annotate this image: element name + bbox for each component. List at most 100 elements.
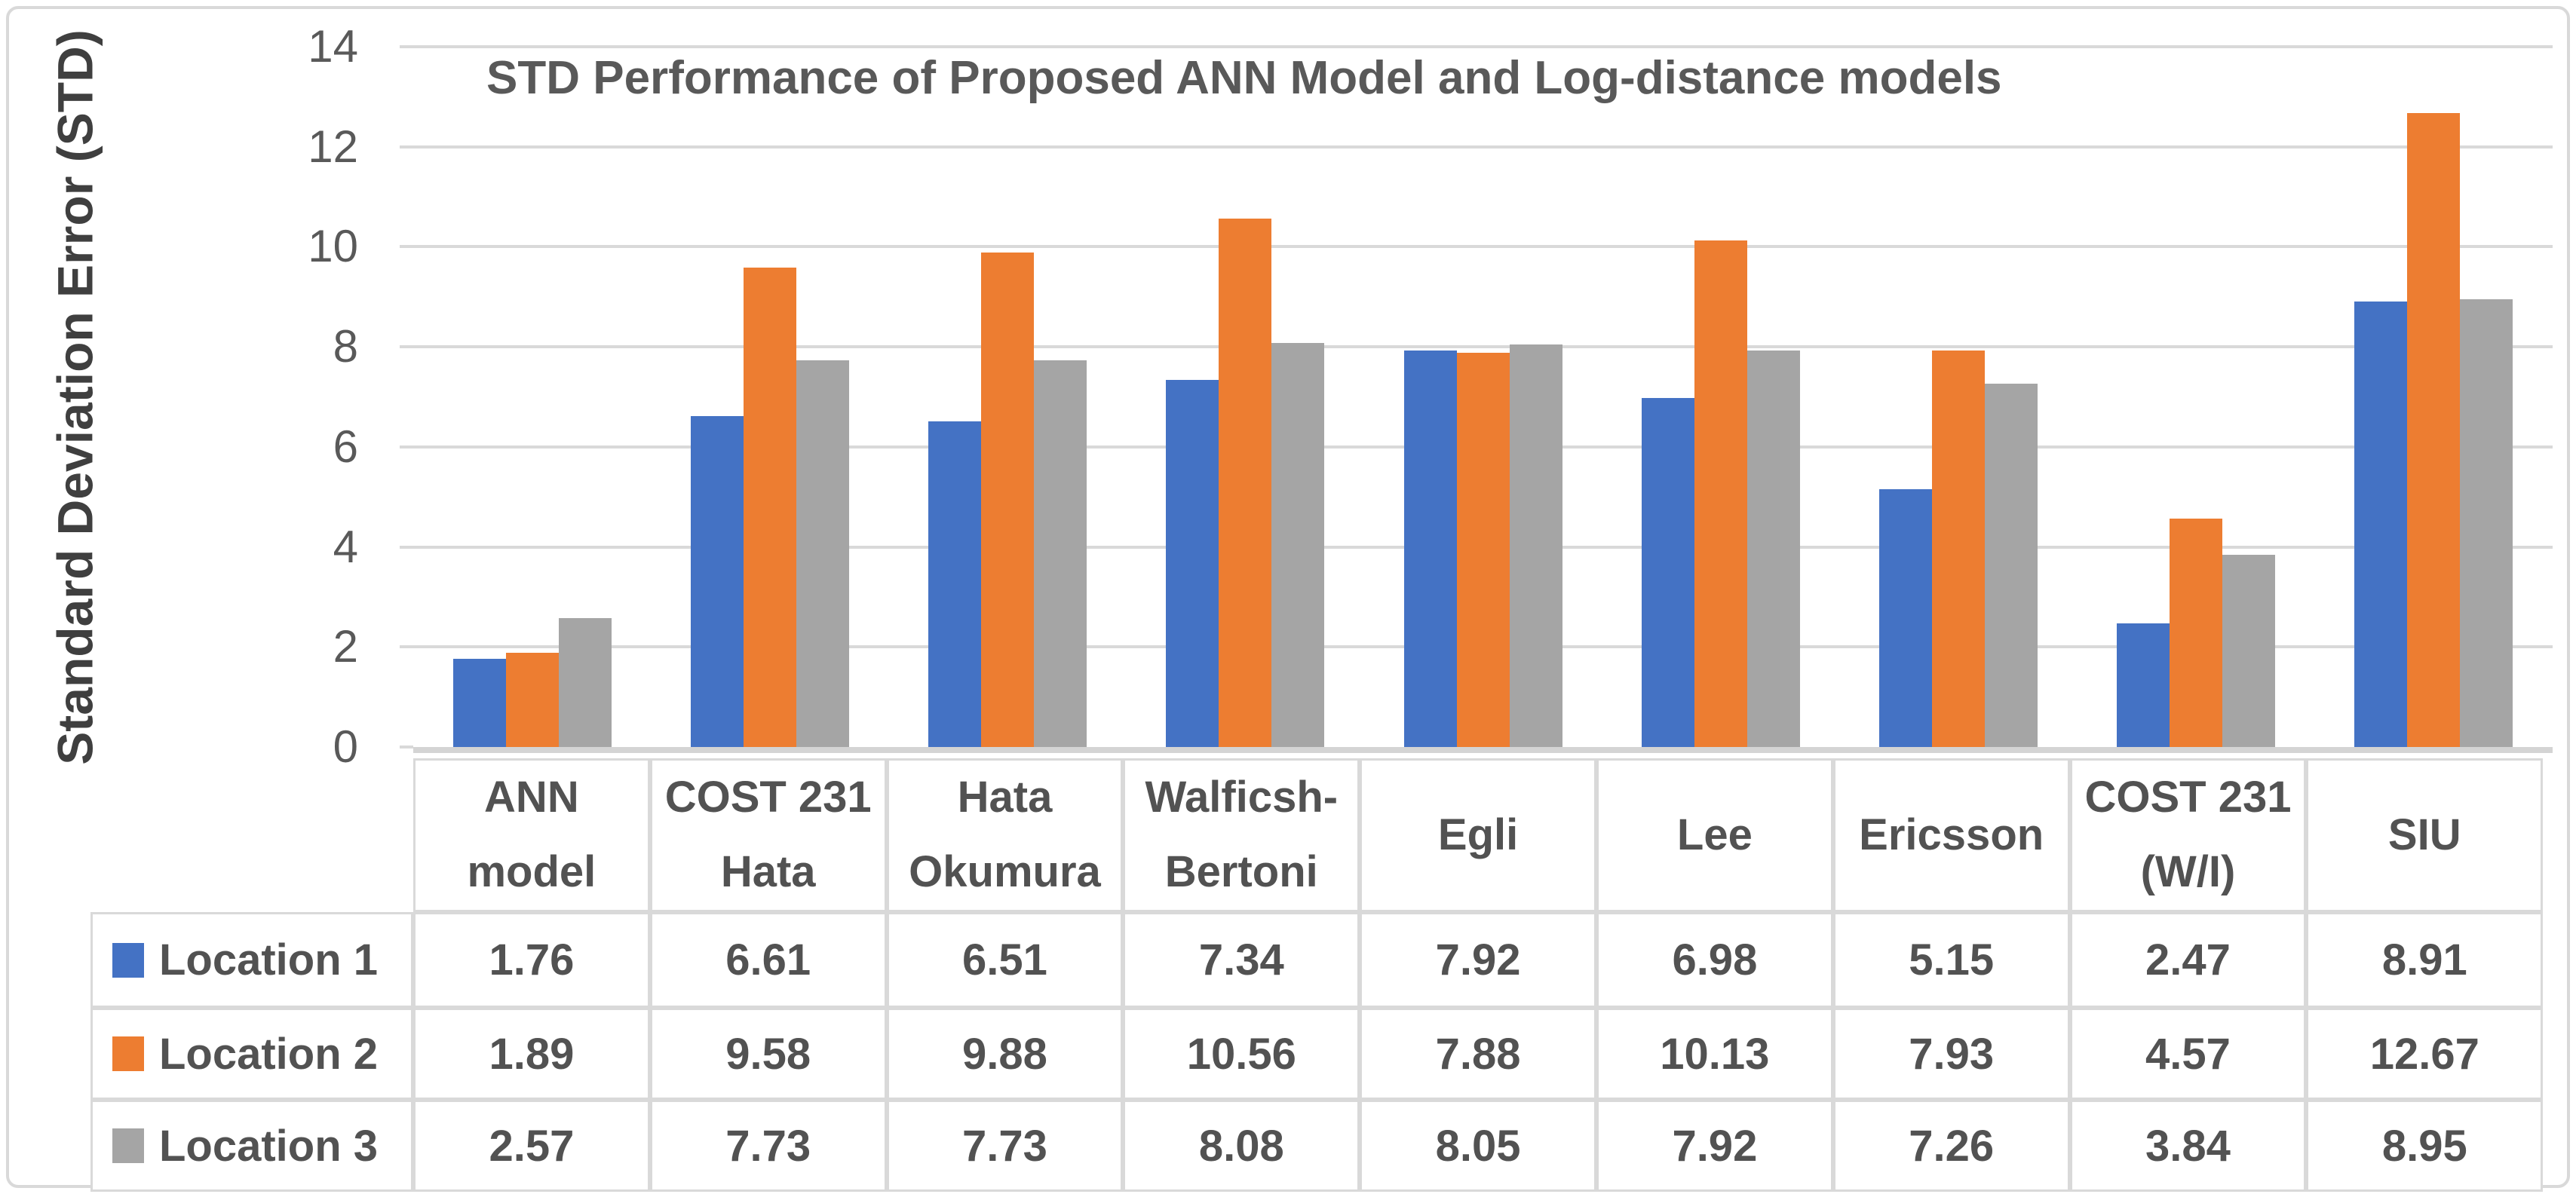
value-cell-location-3-egli: 8.05 bbox=[1360, 1100, 1596, 1192]
bar-location-2-lee bbox=[1694, 240, 1747, 747]
value-cell-location-1-hata-okumura: 6.51 bbox=[886, 912, 1124, 1008]
y-tick-mark-12 bbox=[400, 145, 413, 148]
bar-location-1-hata-okumura bbox=[928, 421, 982, 747]
y-tick-mark-14 bbox=[400, 45, 413, 48]
value-cell-location-2-walficsh-bertoni: 10.56 bbox=[1123, 1008, 1360, 1100]
chart-title: STD Performance of Proposed ANN Model an… bbox=[486, 52, 2002, 104]
bar-location-1-cost-231-hata bbox=[690, 416, 744, 747]
value-cell-location-1-ericsson: 5.15 bbox=[1832, 912, 2070, 1008]
bar-location-1-lee bbox=[1641, 397, 1694, 747]
bar-location-1-cost-231-w-i bbox=[2117, 623, 2170, 747]
bar-location-3-ericsson bbox=[1984, 384, 2038, 747]
value-cell-location-2-ericsson: 7.93 bbox=[1832, 1008, 2070, 1100]
category-header-walficsh-bertoni: Walficsh- Bertoni bbox=[1123, 758, 1360, 912]
value-cell-location-3-siu: 8.95 bbox=[2306, 1100, 2544, 1192]
bar-location-2-siu bbox=[2407, 113, 2461, 747]
value-cell-location-2-cost-231-hata: 9.58 bbox=[649, 1008, 887, 1100]
bar-location-1-ericsson bbox=[1878, 489, 1932, 747]
value-cell-location-1-cost-231-w-i: 2.47 bbox=[2069, 912, 2307, 1008]
gridline-y8 bbox=[413, 345, 2553, 349]
value-cell-location-1-cost-231-hata: 6.61 bbox=[649, 912, 887, 1008]
value-cell-location-2-hata-okumura: 9.88 bbox=[886, 1008, 1124, 1100]
bar-location-1-ann-model bbox=[452, 659, 506, 747]
value-cell-location-3-ericsson: 7.26 bbox=[1832, 1100, 2070, 1192]
value-cell-location-3-cost-231-hata: 7.73 bbox=[649, 1100, 887, 1192]
bar-location-2-ericsson bbox=[1931, 350, 1985, 747]
y-tick-label-0: 0 bbox=[333, 721, 358, 772]
gridline-y12 bbox=[413, 145, 2553, 148]
category-header-cost-231-w-i: COST 231 (W/I) bbox=[2069, 758, 2307, 912]
value-cell-location-1-walficsh-bertoni: 7.34 bbox=[1123, 912, 1360, 1008]
value-cell-location-1-siu: 8.91 bbox=[2306, 912, 2544, 1008]
legend-label-location-3: Location 3 bbox=[159, 1121, 379, 1171]
value-cell-location-3-lee: 7.92 bbox=[1596, 1100, 1833, 1192]
y-tick-mark-0 bbox=[400, 745, 413, 749]
value-cell-location-3-ann-model: 2.57 bbox=[413, 1100, 650, 1192]
legend-swatch-location-2 bbox=[112, 1036, 144, 1071]
bar-location-1-siu bbox=[2354, 301, 2408, 747]
value-cell-location-2-ann-model: 1.89 bbox=[413, 1008, 650, 1100]
bar-location-2-cost-231-w-i bbox=[2170, 518, 2223, 747]
category-header-siu: SIU bbox=[2306, 758, 2544, 912]
bar-location-2-cost-231-hata bbox=[743, 268, 796, 747]
bar-location-2-ann-model bbox=[505, 652, 559, 747]
category-header-ericsson: Ericsson bbox=[1832, 758, 2070, 912]
bar-location-1-egli bbox=[1403, 351, 1457, 747]
legend-label-location-1: Location 1 bbox=[159, 935, 379, 984]
value-cell-location-1-lee: 6.98 bbox=[1596, 912, 1833, 1008]
y-tick-label-12: 12 bbox=[308, 121, 358, 172]
category-header-lee: Lee bbox=[1596, 758, 1833, 912]
bar-location-2-egli bbox=[1456, 353, 1510, 747]
y-axis-title: Standard Deviation Error (STD) bbox=[48, 29, 103, 765]
legend-cell-location-2: Location 2 bbox=[90, 1008, 413, 1100]
category-header-hata-okumura: Hata Okumura bbox=[886, 758, 1124, 912]
category-header-ann-model: ANN model bbox=[413, 758, 650, 912]
data-table: ANN model COST 231 Hata Hata Okumura Walfic… bbox=[90, 758, 2544, 1192]
category-header-cost-231-hata: COST 231 Hata bbox=[649, 758, 887, 912]
bar-location-2-walficsh-bertoni bbox=[1219, 219, 1272, 747]
y-tick-mark-10 bbox=[400, 245, 413, 249]
gridline-y14 bbox=[413, 45, 2553, 48]
y-tick-mark-2 bbox=[400, 645, 413, 649]
value-cell-location-1-ann-model: 1.76 bbox=[413, 912, 650, 1008]
gridline-y10 bbox=[413, 245, 2553, 249]
y-tick-mark-4 bbox=[400, 545, 413, 549]
table-corner-cell bbox=[90, 758, 413, 912]
bar-location-3-siu bbox=[2460, 299, 2513, 747]
plot-area bbox=[413, 45, 2553, 747]
x-axis-line bbox=[413, 747, 2553, 753]
y-axis-title-box: Standard Deviation Error (STD) bbox=[23, 29, 128, 764]
y-tick-label-8: 8 bbox=[333, 321, 358, 372]
y-tick-label-14: 14 bbox=[308, 21, 358, 72]
bar-location-3-cost-231-w-i bbox=[2222, 555, 2276, 747]
y-axis-tick-marks bbox=[400, 45, 413, 749]
bar-location-3-ann-model bbox=[558, 618, 612, 747]
bar-location-3-walficsh-bertoni bbox=[1271, 342, 1325, 747]
bar-location-3-hata-okumura bbox=[1034, 360, 1087, 747]
y-tick-mark-8 bbox=[400, 345, 413, 349]
legend-cell-location-1: Location 1 bbox=[90, 912, 413, 1008]
value-cell-location-2-cost-231-w-i: 4.57 bbox=[2069, 1008, 2307, 1100]
y-tick-label-10: 10 bbox=[308, 221, 358, 272]
value-cell-location-1-egli: 7.92 bbox=[1360, 912, 1596, 1008]
y-axis-tick-labels: 0 2 4 6 8 10 12 14 bbox=[181, 24, 358, 770]
legend-swatch-location-1 bbox=[112, 942, 144, 978]
value-cell-location-3-hata-okumura: 7.73 bbox=[886, 1100, 1124, 1192]
value-cell-location-2-egli: 7.88 bbox=[1360, 1008, 1596, 1100]
bar-location-1-walficsh-bertoni bbox=[1166, 379, 1219, 747]
legend-label-location-2: Location 2 bbox=[159, 1029, 379, 1079]
legend-cell-location-3: Location 3 bbox=[90, 1100, 413, 1192]
y-tick-label-6: 6 bbox=[333, 421, 358, 472]
bar-location-3-egli bbox=[1509, 344, 1562, 747]
bar-location-3-lee bbox=[1746, 351, 1800, 747]
value-cell-location-3-cost-231-w-i: 3.84 bbox=[2069, 1100, 2307, 1192]
value-cell-location-3-walficsh-bertoni: 8.08 bbox=[1123, 1100, 1360, 1192]
value-cell-location-2-siu: 12.67 bbox=[2306, 1008, 2544, 1100]
y-tick-mark-6 bbox=[400, 445, 413, 449]
bar-location-3-cost-231-hata bbox=[796, 360, 849, 747]
bar-location-2-hata-okumura bbox=[981, 253, 1035, 747]
category-header-egli: Egli bbox=[1360, 758, 1596, 912]
value-cell-location-2-lee: 10.13 bbox=[1596, 1008, 1833, 1100]
y-tick-label-2: 2 bbox=[333, 621, 358, 672]
